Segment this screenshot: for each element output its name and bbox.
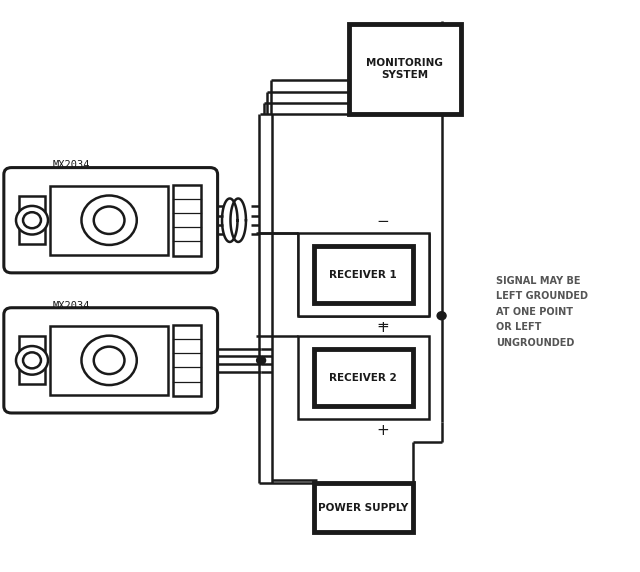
Circle shape — [23, 352, 41, 368]
Text: RECEIVER 2: RECEIVER 2 — [330, 372, 397, 383]
Circle shape — [23, 212, 41, 228]
Text: +: + — [377, 320, 389, 335]
Bar — [173, 325, 201, 396]
Circle shape — [93, 206, 124, 234]
Text: RECEIVER 1: RECEIVER 1 — [330, 269, 397, 280]
Text: +: + — [377, 423, 389, 438]
Circle shape — [257, 356, 266, 364]
Circle shape — [81, 196, 137, 245]
Circle shape — [437, 312, 446, 320]
Bar — [314, 246, 413, 303]
Circle shape — [81, 336, 137, 385]
Bar — [349, 24, 461, 114]
Circle shape — [16, 206, 48, 235]
Bar — [50, 326, 168, 395]
Text: POWER SUPPLY: POWER SUPPLY — [318, 503, 408, 513]
Circle shape — [16, 346, 48, 375]
Bar — [298, 233, 429, 316]
Text: −: − — [377, 214, 389, 229]
Text: −: − — [377, 317, 389, 332]
Bar — [314, 349, 413, 406]
Text: MX2034: MX2034 — [53, 301, 91, 311]
Bar — [298, 336, 429, 419]
Bar — [173, 185, 201, 256]
Text: MX2034: MX2034 — [53, 161, 91, 170]
Circle shape — [93, 347, 124, 374]
Bar — [50, 186, 168, 255]
Bar — [314, 483, 413, 532]
Bar — [19, 196, 45, 244]
FancyBboxPatch shape — [4, 168, 218, 273]
Text: MONITORING
SYSTEM: MONITORING SYSTEM — [366, 58, 444, 80]
FancyBboxPatch shape — [4, 308, 218, 413]
Text: SIGNAL MAY BE
LEFT GROUNDED
AT ONE POINT
OR LEFT
UNGROUNDED: SIGNAL MAY BE LEFT GROUNDED AT ONE POINT… — [496, 276, 588, 348]
Bar — [19, 336, 45, 384]
